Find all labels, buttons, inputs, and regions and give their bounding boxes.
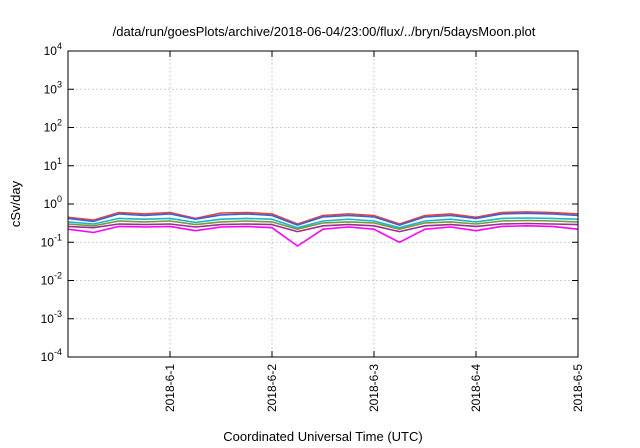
series-line bbox=[67, 217, 579, 229]
x-tick-label: 2018-6-3 bbox=[367, 364, 381, 412]
series-line bbox=[67, 219, 579, 230]
x-tick-label: 2018-6-5 bbox=[571, 364, 585, 412]
x-axis-label: Coordinated Universal Time (UTC) bbox=[223, 429, 422, 444]
series-line bbox=[67, 222, 579, 233]
chart-title: /data/run/goesPlots/archive/2018-06-04/2… bbox=[113, 24, 536, 39]
y-tick-label: 101 bbox=[44, 156, 62, 173]
y-tick-label: 104 bbox=[44, 41, 62, 58]
y-tick-label: 10-1 bbox=[41, 232, 62, 249]
y-tick-label: 103 bbox=[44, 79, 62, 96]
y-tick-label: 10-3 bbox=[41, 309, 62, 326]
series-line bbox=[67, 225, 579, 247]
x-axis-ticks: 2018-6-1 2018-6-2 2018-6-3 2018-6-4 2018-6-5 bbox=[163, 51, 585, 412]
grid-layer bbox=[68, 51, 578, 357]
y-tick-label: 10-2 bbox=[41, 271, 62, 288]
series-line bbox=[67, 212, 579, 226]
y-axis-ticks: 104 103 102 101 100 10-1 10-2 10-3 10-4 bbox=[41, 41, 578, 364]
x-tick-label: 2018-6-4 bbox=[469, 364, 483, 412]
y-tick-label: 10-4 bbox=[41, 347, 62, 364]
series-layer bbox=[67, 211, 579, 247]
x-tick-label: 2018-6-2 bbox=[265, 364, 279, 412]
y-axis-label: cSv/day bbox=[8, 180, 23, 227]
y-tick-label: 100 bbox=[44, 194, 62, 211]
x-tick-label: 2018-6-1 bbox=[163, 364, 177, 412]
series-line bbox=[67, 211, 579, 225]
y-tick-label: 102 bbox=[44, 118, 62, 135]
